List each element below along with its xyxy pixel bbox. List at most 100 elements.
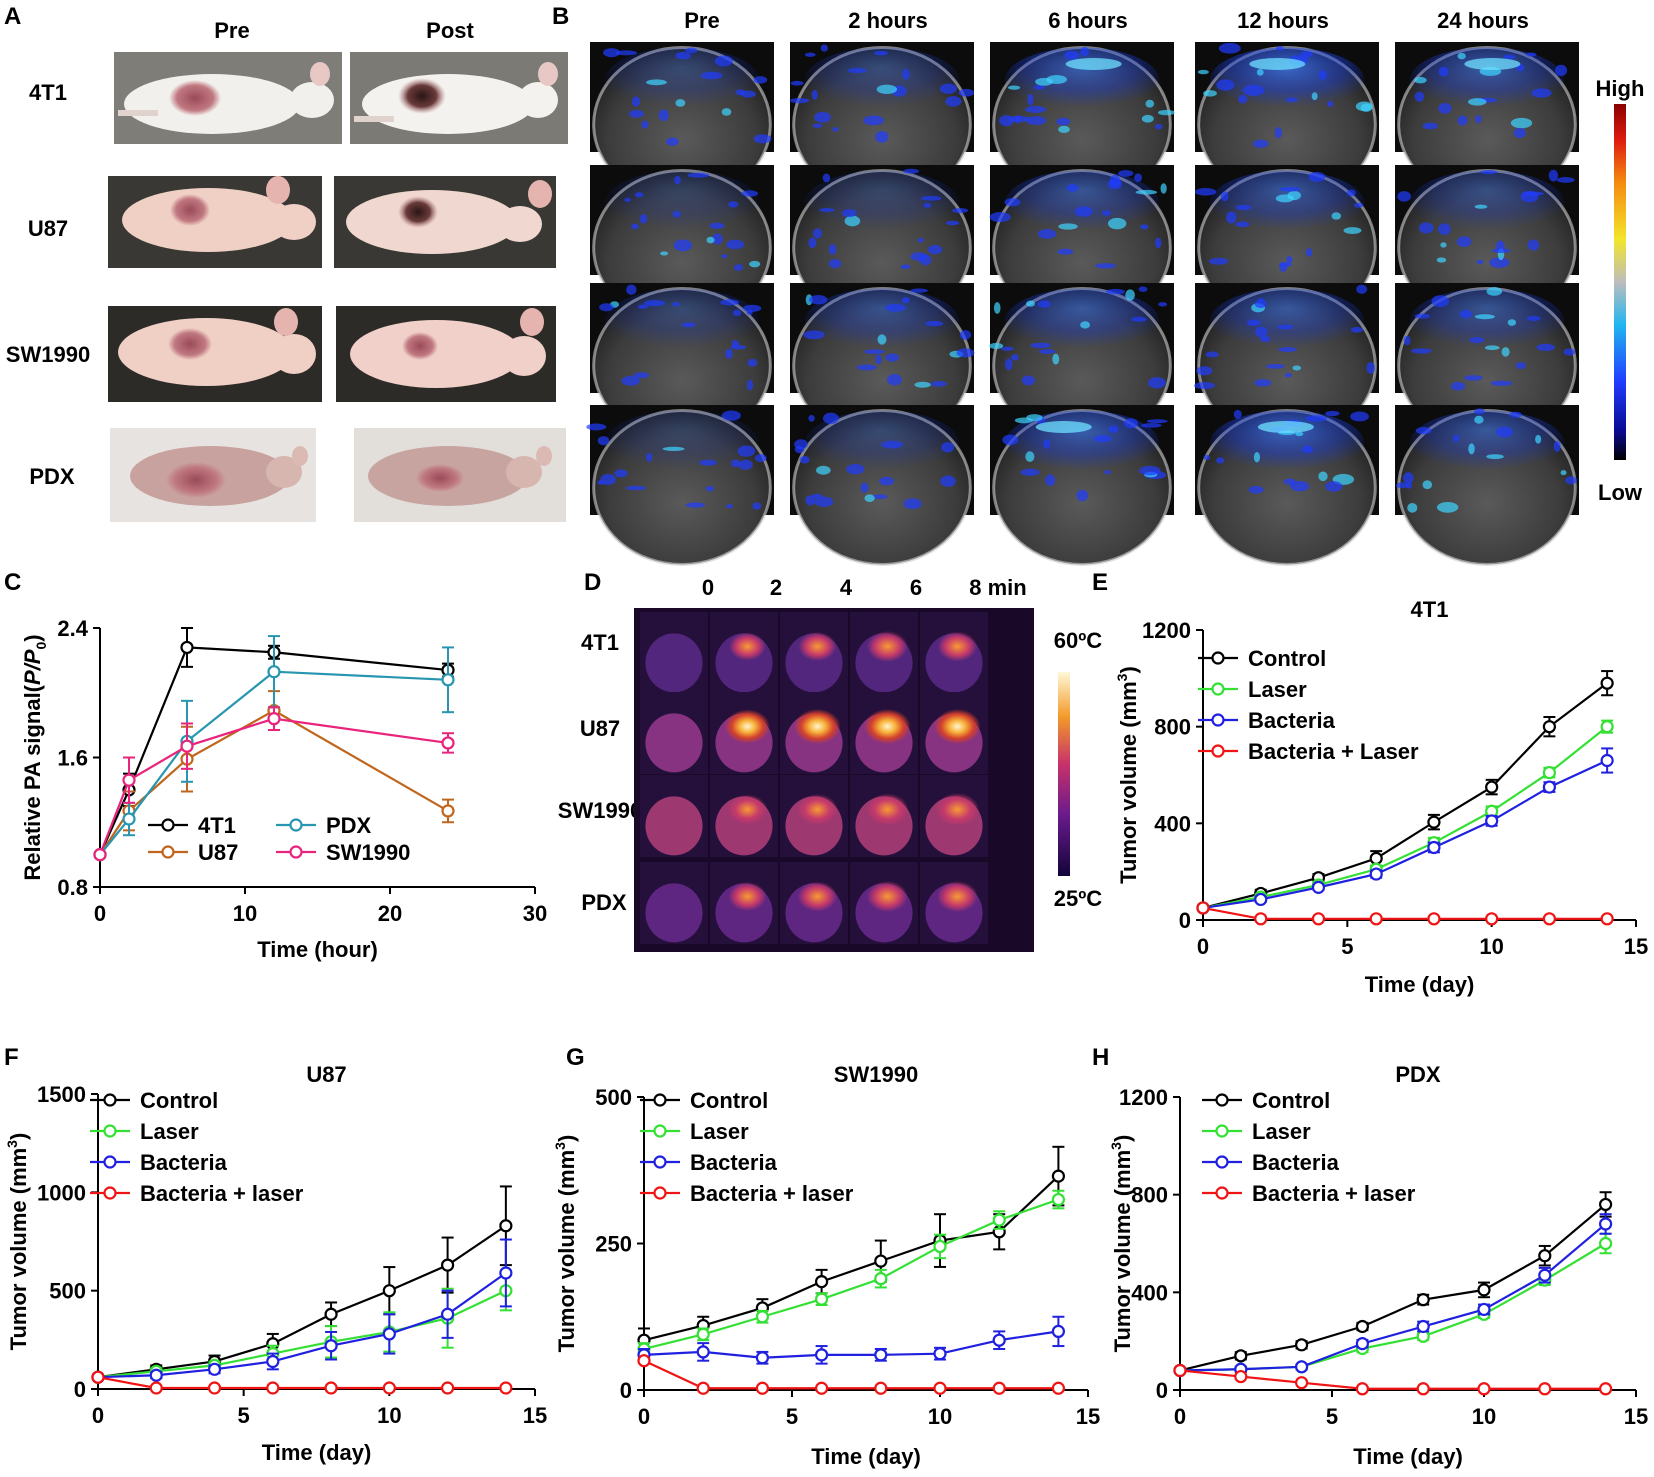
data-point	[1538, 1268, 1552, 1282]
pa-signal-spot	[804, 52, 816, 57]
pa-signal-spot	[626, 284, 637, 295]
pa-signal-spot	[1107, 178, 1122, 190]
pa-signal-spot	[1145, 99, 1155, 108]
pa-signal-spot	[863, 115, 885, 126]
pa-signal-spot	[1474, 204, 1488, 209]
pa-image-tile	[586, 405, 774, 566]
pa-signal-spot	[1468, 443, 1475, 455]
pa-signal-spot	[599, 303, 614, 312]
pa-image-tile	[1395, 283, 1579, 444]
pa-signal-spot	[1491, 248, 1511, 254]
legend-label: Laser	[140, 1119, 199, 1144]
pa-signal-spot	[1107, 217, 1127, 230]
pa-signal-spot	[1155, 123, 1163, 130]
thermal-hot-spot	[864, 708, 911, 744]
pa-signal-spot	[1046, 74, 1068, 84]
pa-signal-spot	[819, 207, 835, 213]
y-axis-label: Tumor volume (mm3)	[552, 1135, 579, 1353]
legend: Control Laser Bacteria Bacteria + laser	[90, 1088, 304, 1206]
y-tick-label: 0.8	[57, 875, 88, 900]
pa-signal-spot	[637, 304, 649, 309]
thermal-hot-spot	[794, 708, 841, 744]
pa-image-tile	[1194, 283, 1379, 444]
pa-signal-spot	[1311, 92, 1318, 101]
y-axis-label-sup: 3	[1108, 1142, 1124, 1150]
data-point	[1254, 892, 1268, 907]
y-axis-label-text: Tumor volume (mm	[6, 1148, 31, 1351]
data-point	[1485, 814, 1499, 828]
panel-b-col-label: 2 hours	[848, 8, 927, 33]
pa-signal-spot	[1407, 503, 1418, 513]
thermal-hot-spot	[796, 793, 838, 825]
data-point	[1196, 901, 1210, 915]
panel-d: 0 2 4 6 8 min 4T1 U87 SW1990 PDX 60ºC 25…	[558, 575, 1102, 952]
data-point	[1254, 912, 1268, 926]
legend-label: Control	[1252, 1088, 1330, 1113]
panel-d-col-label: 2	[770, 575, 782, 600]
data-point	[180, 739, 194, 753]
pa-signal-spot	[1203, 454, 1210, 461]
pa-signal-spot	[721, 410, 741, 421]
pa-signal-spot	[1548, 169, 1559, 182]
pa-signal-spot	[746, 309, 753, 316]
chart-f-u87-tumor-volume: 0 5 10 15 0 500 1000 1500 U87 Time (day) Tumor vol…	[4, 1062, 547, 1465]
y-axis-label-text: Tumor volume (mm	[554, 1150, 579, 1353]
pa-signal-spot	[1474, 314, 1495, 320]
pa-signal-spot	[952, 207, 969, 214]
pa-signal-spot	[628, 109, 644, 118]
y-tick-label: 0	[1156, 1378, 1168, 1403]
data-point	[1369, 867, 1383, 881]
pa-signal-spot	[1033, 85, 1045, 90]
pa-signal-spot	[1467, 98, 1487, 106]
pa-image-tile	[1195, 42, 1379, 203]
pa-signal-spot	[747, 358, 758, 367]
pa-signal-spot	[1436, 501, 1459, 513]
pa-signal-spot	[730, 459, 741, 468]
panel-d-col-label: 6	[910, 575, 922, 600]
series-bacteria	[637, 1315, 1066, 1365]
series-line	[643, 1175, 1060, 1342]
pa-signal-spot	[1108, 425, 1119, 433]
pa-signal-spot	[1248, 485, 1264, 494]
data-point	[1538, 1249, 1552, 1263]
legend: Control Laser Bacteria Bacteria + laser	[640, 1088, 854, 1206]
pa-signal-spot	[872, 494, 888, 500]
pa-signal-spot	[1252, 139, 1269, 148]
pa-signal-spot	[1438, 102, 1452, 114]
legend-label: Laser	[1252, 1119, 1311, 1144]
data-point	[1542, 912, 1557, 926]
pa-signal-spot	[1074, 206, 1093, 217]
thermal-image-tile	[640, 692, 708, 774]
pa-signal-spot	[812, 228, 823, 239]
pa-signal-spot	[1292, 365, 1302, 371]
legend-marker	[1211, 744, 1225, 758]
y-axis-label-tail: )	[6, 1133, 31, 1140]
data-point	[441, 1381, 455, 1395]
pa-signal-spot	[1474, 415, 1484, 424]
thermal-hot-spot	[866, 880, 908, 912]
series-pdx	[93, 635, 455, 862]
chart-title: SW1990	[834, 1062, 918, 1087]
x-tick-label: 0	[1174, 1404, 1186, 1429]
pa-signal-spot	[1037, 228, 1057, 239]
data-point	[1427, 840, 1441, 855]
pa-image-grid	[586, 42, 1579, 566]
pa-image-tile	[1395, 42, 1579, 203]
x-tick-label: 5	[238, 1403, 250, 1428]
pa-signal-spot	[1160, 183, 1167, 194]
pa-signal-spot	[1080, 321, 1091, 329]
data-point	[992, 1333, 1006, 1347]
pa-signal-spot	[754, 454, 767, 463]
pa-signal-spot	[945, 96, 962, 107]
legend-marker	[1211, 651, 1225, 665]
pa-signal-spot	[733, 264, 744, 271]
legend-marker	[1211, 682, 1225, 696]
pa-signal-spot	[1507, 319, 1517, 326]
thermal-image-tile	[710, 775, 778, 857]
data-point	[499, 1219, 513, 1233]
pa-signal-spot	[1226, 211, 1237, 224]
legend-label: Bacteria + laser	[690, 1181, 854, 1206]
data-point	[1477, 1283, 1491, 1297]
panel-letter-h: H	[1092, 1044, 1109, 1071]
pa-signal-spot	[1102, 210, 1111, 216]
